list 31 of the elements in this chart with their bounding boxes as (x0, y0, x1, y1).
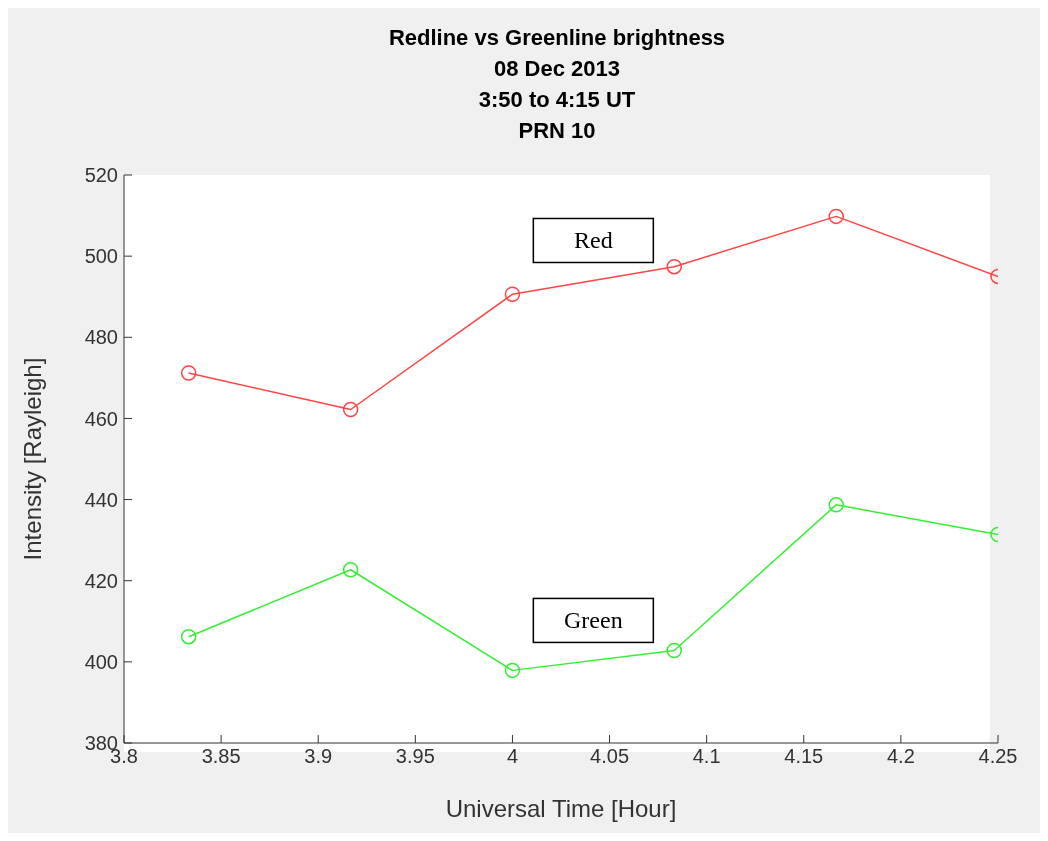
y-tick-label: 420 (84, 569, 118, 592)
series-label: Red (574, 227, 613, 254)
y-tick-label: 440 (84, 488, 118, 511)
y-axis-title: Intensity [Rayleigh] (18, 357, 46, 561)
x-tick-label: 4.15 (784, 745, 824, 768)
x-tick-label: 3.85 (201, 745, 241, 768)
x-tick-label: 3.9 (304, 745, 333, 768)
x-tick-label: 4 (506, 745, 519, 768)
x-tick-label: 4.05 (590, 745, 630, 768)
y-tick-label: 520 (84, 164, 118, 187)
point (180, 365, 197, 381)
chart-title: Redline vs Greenline brightness 08 Dec 2013 3:50 to 4:15 UT PRN 10 (387, 24, 727, 145)
point (504, 662, 521, 679)
y-tick-label: 460 (84, 407, 118, 430)
y-tick-label: 400 (84, 650, 118, 673)
point (504, 286, 521, 303)
point (342, 562, 359, 578)
y-tick-label: 480 (84, 326, 118, 349)
x-tick-label: 4.2 (886, 745, 915, 768)
series-label: Green (564, 607, 623, 634)
x-tick-label: 3.95 (395, 745, 435, 768)
point (666, 642, 682, 659)
point (666, 258, 682, 275)
point (828, 497, 844, 513)
point (342, 401, 359, 418)
point (180, 628, 197, 645)
y-tick-label: 500 (84, 245, 118, 268)
x-tick-label: 4.25 (978, 745, 1018, 768)
point (828, 208, 844, 225)
x-axis-title: Universal Time [Hour] (445, 795, 677, 822)
x-tick-label: 4.1 (692, 745, 721, 768)
